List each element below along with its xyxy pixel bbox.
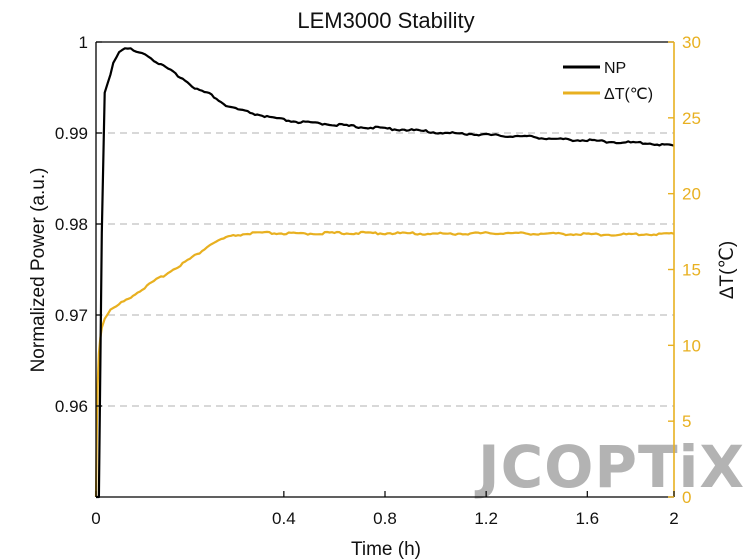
- tick-layer: 0 0.4 0.8 1.2 1.6 20.960.970.980.991051015202…: [55, 33, 701, 528]
- x-tick-label: 0.4: [272, 509, 296, 528]
- y-tick-label: 0.96: [55, 397, 88, 416]
- x-tick-label: 1.6: [575, 509, 599, 528]
- y2-axis-title: ΔT(℃): [717, 241, 738, 299]
- np-series-line: [96, 47, 675, 499]
- y-axis-title: Normalized Power (a.u.): [28, 168, 49, 373]
- y2-tick-label: 5: [682, 412, 691, 431]
- grid-lines: [96, 132, 674, 407]
- chart-title: LEM3000 Stability: [297, 8, 474, 33]
- y2-tick-label: 15: [682, 261, 701, 280]
- y-tick-label: 1: [79, 33, 88, 52]
- y2-tick-label: 0: [682, 488, 691, 507]
- deltat-series-line: [94, 230, 675, 498]
- y2-tick-label: 10: [682, 336, 701, 355]
- watermark-logo: JCOPTiX: [474, 433, 745, 501]
- axes-frame: [95, 41, 675, 498]
- legend: NP ΔT(℃): [563, 60, 653, 103]
- legend-np-label: NP: [604, 60, 626, 77]
- watermark-text: JCOPTiX: [474, 433, 745, 501]
- x-axis-title: Time (h): [351, 539, 421, 560]
- y-tick-label: 0.98: [55, 215, 88, 234]
- legend-deltat-label: ΔT(℃): [604, 86, 653, 103]
- y-tick-label: 0.97: [55, 306, 88, 325]
- x-tick-label: 0.8: [373, 509, 397, 528]
- x-tick-label: 1.2: [474, 509, 498, 528]
- x-tick-label: 0: [91, 509, 100, 528]
- y2-tick-label: 30: [682, 33, 701, 52]
- y2-tick-label: 20: [682, 185, 701, 204]
- x-tick-label: 2: [669, 509, 678, 528]
- y2-tick-label: 25: [682, 109, 701, 128]
- y-tick-label: 0.99: [55, 124, 88, 143]
- series-layer: [94, 47, 675, 499]
